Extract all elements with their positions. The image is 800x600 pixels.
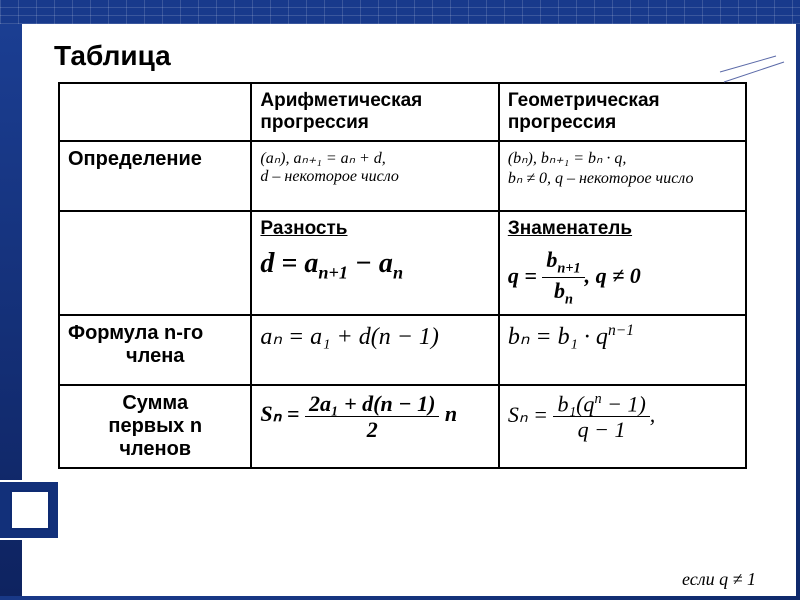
diff-sub1: n+1 xyxy=(318,263,348,283)
note-def-arith: d – некоторое число xyxy=(260,168,489,186)
label-sum: Сумма первых n членов xyxy=(59,385,251,468)
sum-g-S: Sₙ = xyxy=(508,402,554,427)
nth-geom-pre: bₙ = b₁ · q xyxy=(508,324,608,350)
progression-table: Арифметическая прогрессия Геометрическая… xyxy=(58,82,747,469)
slide-content: Таблица Арифметическая прогрессия Геомет… xyxy=(22,24,796,596)
cell-sum-geom: Sₙ = b₁(qn − 1) q − 1 , xyxy=(499,385,746,468)
footnote-condition: если q ≠ 1 xyxy=(682,569,756,590)
deco-square-inner xyxy=(10,490,50,530)
diff-sub2: n xyxy=(393,263,403,283)
formula-nth-arith: aₙ = a₁ + d(n − 1) xyxy=(260,324,438,350)
ratio-den: b xyxy=(554,278,565,303)
label-char-empty xyxy=(59,211,251,315)
ratio-num: b xyxy=(546,247,557,272)
formula-sum-geom: Sₙ = b₁(qn − 1) q − 1 , xyxy=(508,402,655,427)
formula-ratio: q = bn+1 bn , q ≠ 0 xyxy=(508,248,737,308)
sum-g-num-exp: n xyxy=(594,391,601,407)
sum-a-num: 2a₁ + d(n − 1) xyxy=(305,392,439,417)
cell-nth-arith: aₙ = a₁ + d(n − 1) xyxy=(251,315,498,385)
header-arithmetic: Арифметическая прогрессия xyxy=(251,83,498,141)
sum-a-S: Sₙ = xyxy=(260,401,305,426)
label-ratio: Знаменатель xyxy=(508,218,737,240)
diff-mid: − a xyxy=(348,248,393,279)
row-characteristic: Разность d = an+1 − an Знаменатель q = b… xyxy=(59,211,746,315)
cell-def-geom: (bₙ), bₙ₊₁ = bₙ · q, bₙ ≠ 0, q – некотор… xyxy=(499,141,746,211)
label-sum-l2: первых n xyxy=(68,415,242,438)
header-empty xyxy=(59,83,251,141)
slide-title: Таблица xyxy=(54,40,768,72)
label-definition: Определение xyxy=(59,141,251,211)
cell-nth-geom: bₙ = b₁ · qn−1 xyxy=(499,315,746,385)
label-sum-l1: Сумма xyxy=(68,392,242,415)
ratio-q: q = xyxy=(508,263,543,288)
row-definition: Определение (aₙ), aₙ₊₁ = aₙ + d, d – нек… xyxy=(59,141,746,211)
formula-def-arith: (aₙ), aₙ₊₁ = aₙ + d, xyxy=(260,148,489,168)
sum-g-den: q − 1 xyxy=(553,417,649,441)
ratio-cond: , q ≠ 0 xyxy=(585,263,641,288)
table-header-row: Арифметическая прогрессия Геометрическая… xyxy=(59,83,746,141)
sum-g-num-post: − 1) xyxy=(602,391,646,416)
ratio-den-sub: n xyxy=(565,292,573,308)
diff-lhs: d = a xyxy=(260,248,318,279)
label-difference: Разность xyxy=(260,218,489,240)
cell-char-arith: Разность d = an+1 − an xyxy=(251,211,498,315)
ratio-num-sub: n+1 xyxy=(557,260,580,276)
sum-g-num-pre: b₁(q xyxy=(557,391,594,416)
nth-geom-exp: n−1 xyxy=(608,322,634,339)
cell-char-geom: Знаменатель q = bn+1 bn , q ≠ 0 xyxy=(499,211,746,315)
formula-difference: d = an+1 − an xyxy=(260,248,489,284)
formula-nth-geom: bₙ = b₁ · qn−1 xyxy=(508,324,634,350)
label-nth-l2: члена xyxy=(68,345,242,368)
label-sum-l3: членов xyxy=(68,438,242,461)
sum-a-den: 2 xyxy=(305,417,439,441)
cell-sum-arith: Sₙ = 2a₁ + d(n − 1) 2 n xyxy=(251,385,498,468)
formula-sum-arith: Sₙ = 2a₁ + d(n − 1) 2 n xyxy=(260,401,457,426)
header-geometric: Геометрическая прогрессия xyxy=(499,83,746,141)
note-def-geom: bₙ ≠ 0, q – некоторое число xyxy=(508,168,737,188)
row-nth-term: Формула n-го члена aₙ = a₁ + d(n − 1) bₙ… xyxy=(59,315,746,385)
sum-a-tail: n xyxy=(439,401,457,426)
sum-g-tail: , xyxy=(650,402,656,427)
label-nth: Формула n-го члена xyxy=(59,315,251,385)
label-nth-l1: Формула n-го xyxy=(68,322,242,345)
top-grid-strip xyxy=(0,0,800,24)
cell-def-arith: (aₙ), aₙ₊₁ = aₙ + d, d – некоторое число xyxy=(251,141,498,211)
formula-def-geom: (bₙ), bₙ₊₁ = bₙ · q, xyxy=(508,148,737,168)
row-sum: Сумма первых n членов Sₙ = 2a₁ + d(n − 1… xyxy=(59,385,746,468)
